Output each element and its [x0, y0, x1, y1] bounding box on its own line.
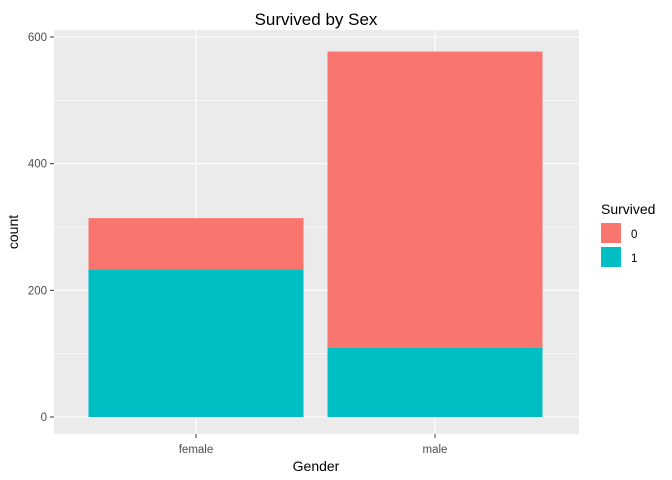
legend-key-1	[601, 247, 621, 267]
y-tick-label: 400	[28, 159, 47, 171]
legend-label-0: 0	[631, 229, 637, 241]
x-tick-label-female: female	[179, 444, 214, 456]
legend-key-0	[601, 223, 621, 243]
x-tick-label-male: male	[423, 444, 448, 456]
legend-label-1: 1	[631, 253, 637, 265]
bar-male-survived-1	[327, 347, 543, 417]
y-tick-label: 200	[28, 285, 47, 297]
legend-title: Survived	[601, 201, 655, 217]
bars	[88, 51, 543, 417]
chart-title: Survived by Sex	[255, 10, 378, 29]
plot-panel	[54, 30, 579, 434]
y-tick-label: 600	[28, 32, 47, 44]
y-axis-title: count	[5, 215, 21, 249]
y-axis: 0 200 400 600	[28, 32, 54, 424]
bar-female-survived-0	[88, 218, 304, 270]
bar-female-survived-1	[88, 269, 304, 417]
x-axis-title: Gender	[293, 458, 340, 474]
y-tick-label: 0	[41, 412, 47, 424]
legend-items: 01	[601, 223, 637, 267]
bar-male-survived-0	[327, 51, 543, 348]
x-axis: female male	[179, 434, 448, 456]
legend: Survived 01	[601, 201, 655, 267]
